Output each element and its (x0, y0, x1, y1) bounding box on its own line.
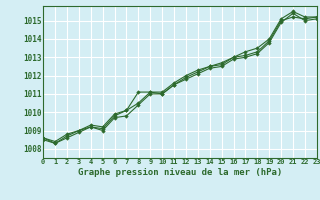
X-axis label: Graphe pression niveau de la mer (hPa): Graphe pression niveau de la mer (hPa) (78, 168, 282, 177)
